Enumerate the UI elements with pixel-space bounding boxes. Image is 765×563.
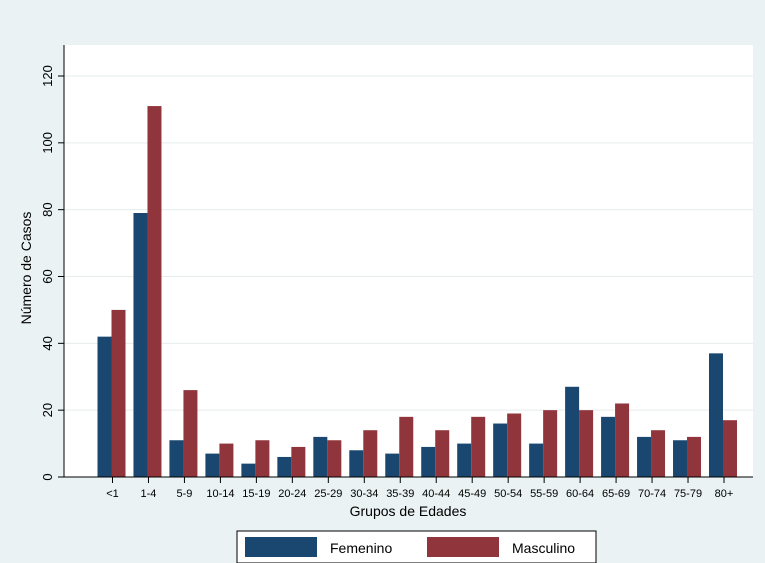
x-tick-label: 10-14 bbox=[206, 488, 234, 500]
x-tick-label: 25-29 bbox=[314, 488, 342, 500]
bar-masculino-5-9 bbox=[183, 390, 198, 477]
y-axis-title: Número de Casos bbox=[18, 212, 34, 325]
bar-masculino-45-49 bbox=[471, 416, 486, 477]
bar-femenino-60-64 bbox=[565, 386, 580, 477]
x-tick-label: 15-19 bbox=[242, 488, 270, 500]
x-ticks: <1 1-4 5-9 10-14 15-19 20-24 25-29 30-34 35-39 40… bbox=[106, 477, 733, 500]
bar-masculino-1-4 bbox=[147, 106, 162, 477]
bar-masculino-10-14 bbox=[219, 443, 234, 477]
legend: Femenino Masculino bbox=[236, 530, 597, 563]
x-tick-label: 55-59 bbox=[530, 488, 558, 500]
y-tick-label: 120 bbox=[40, 65, 55, 87]
x-tick-label: 20-24 bbox=[278, 488, 306, 500]
legend-label-femenino: Femenino bbox=[330, 540, 392, 556]
bar-femenino-5-9 bbox=[169, 440, 184, 477]
bar-femenino-45-49 bbox=[457, 443, 472, 477]
x-tick-label: 50-54 bbox=[494, 488, 522, 500]
bar-masculino-70-74 bbox=[651, 430, 666, 477]
bar-femenino-25-29 bbox=[313, 436, 328, 477]
gridlines bbox=[64, 75, 753, 411]
bar-femenino-10-14 bbox=[205, 453, 220, 477]
bar-femenino-15-19 bbox=[241, 463, 256, 477]
plot-background bbox=[64, 45, 753, 477]
x-tick-label: 35-39 bbox=[386, 488, 414, 500]
y-ticks: 0 20 40 60 80 100 120 bbox=[40, 65, 64, 481]
x-tick-label: 30-34 bbox=[350, 488, 378, 500]
bar-masculino-50-54 bbox=[507, 413, 522, 477]
x-tick-label: 75-79 bbox=[674, 488, 702, 500]
x-tick-label: 40-44 bbox=[422, 488, 450, 500]
x-tick-label: 70-74 bbox=[638, 488, 666, 500]
bar-masculino-55-59 bbox=[543, 410, 558, 477]
bar-femenino-50-54 bbox=[493, 423, 508, 477]
bar-masculino-25-29 bbox=[327, 440, 342, 477]
bar-femenino-30-34 bbox=[349, 450, 364, 477]
x-tick-label: 5-9 bbox=[176, 488, 192, 500]
y-tick-label: 100 bbox=[40, 132, 55, 154]
bar-masculino-65-69 bbox=[615, 403, 630, 477]
bar-masculino-40-44 bbox=[435, 430, 450, 477]
y-tick-label: 20 bbox=[40, 403, 55, 417]
bars bbox=[97, 106, 737, 477]
bar-femenino-80+ bbox=[708, 353, 723, 477]
bar-masculino-80+ bbox=[722, 420, 737, 477]
bar-femenino-65-69 bbox=[601, 416, 616, 477]
bar-femenino-55-59 bbox=[529, 443, 544, 477]
y-tick-label: 80 bbox=[40, 202, 55, 216]
bar-masculino-75-79 bbox=[687, 436, 702, 477]
legend-swatch-femenino bbox=[245, 537, 317, 557]
y-tick-label: 40 bbox=[40, 336, 55, 350]
y-tick-label: 0 bbox=[40, 473, 55, 480]
legend-swatch-masculino bbox=[427, 537, 499, 557]
bar-masculino-30-34 bbox=[363, 430, 378, 477]
bar-femenino-75-79 bbox=[673, 440, 688, 477]
legend-label-masculino: Masculino bbox=[512, 540, 575, 556]
bar-femenino-20-24 bbox=[277, 456, 292, 477]
x-axis-title: Grupos de Edades bbox=[350, 503, 467, 519]
bar-masculino-35-39 bbox=[399, 416, 414, 477]
x-tick-label: 65-69 bbox=[602, 488, 630, 500]
x-tick-label: 1-4 bbox=[141, 488, 157, 500]
bar-femenino-40-44 bbox=[421, 446, 436, 477]
bar-femenino-35-39 bbox=[385, 453, 400, 477]
x-tick-label: <1 bbox=[106, 488, 119, 500]
bar-femenino-1-4 bbox=[133, 213, 148, 477]
axes bbox=[63, 45, 753, 478]
x-tick-label: 45-49 bbox=[458, 488, 486, 500]
y-tick-label: 60 bbox=[40, 269, 55, 283]
x-tick-label: 60-64 bbox=[566, 488, 594, 500]
bar-masculino-<1 bbox=[111, 309, 126, 477]
bar-femenino-70-74 bbox=[637, 436, 652, 477]
bar-masculino-15-19 bbox=[255, 440, 270, 477]
bar-masculino-60-64 bbox=[579, 410, 594, 477]
x-tick-label: 80+ bbox=[715, 488, 734, 500]
bar-masculino-20-24 bbox=[291, 446, 306, 477]
bar-femenino-<1 bbox=[97, 336, 112, 477]
